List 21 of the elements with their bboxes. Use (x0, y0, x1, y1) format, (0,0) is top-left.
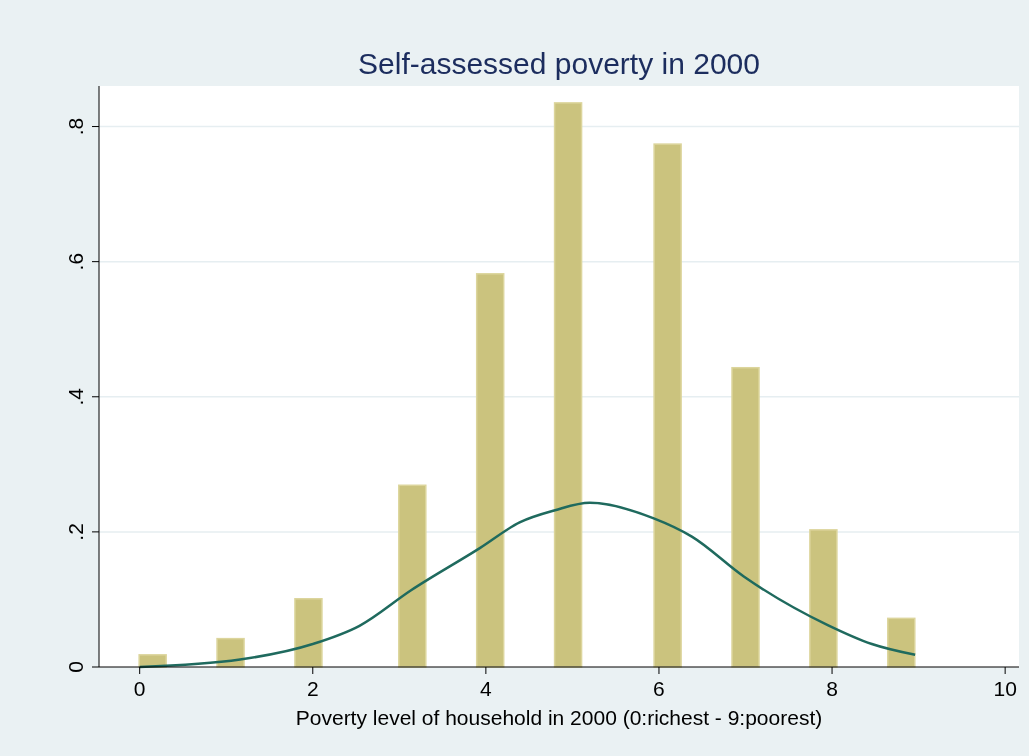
bar (294, 598, 323, 668)
y-tick-label: .4 (64, 387, 87, 406)
x-tick-label: 2 (306, 677, 319, 700)
y-tick-label: .2 (64, 523, 87, 541)
bar (887, 617, 916, 668)
x-tick-label: 0 (133, 677, 146, 700)
bar (475, 273, 505, 668)
bar (653, 143, 682, 668)
chart-title: Self-assessed poverty in 2000 (358, 47, 760, 80)
bar (553, 102, 583, 668)
x-tick-label: 6 (653, 677, 665, 700)
y-tick-label: .8 (64, 117, 87, 136)
y-tick-label: .6 (64, 252, 87, 271)
x-tick-label: 8 (826, 677, 838, 700)
bar (731, 366, 760, 668)
y-tick-label: 0 (64, 661, 87, 673)
bar (398, 484, 427, 668)
x-axis-title: Poverty level of household in 2000 (0:richest - 9:poorest) (295, 706, 823, 729)
bar (809, 529, 838, 668)
x-tick-label: 4 (480, 677, 493, 700)
x-tick-label: 10 (993, 677, 1017, 700)
